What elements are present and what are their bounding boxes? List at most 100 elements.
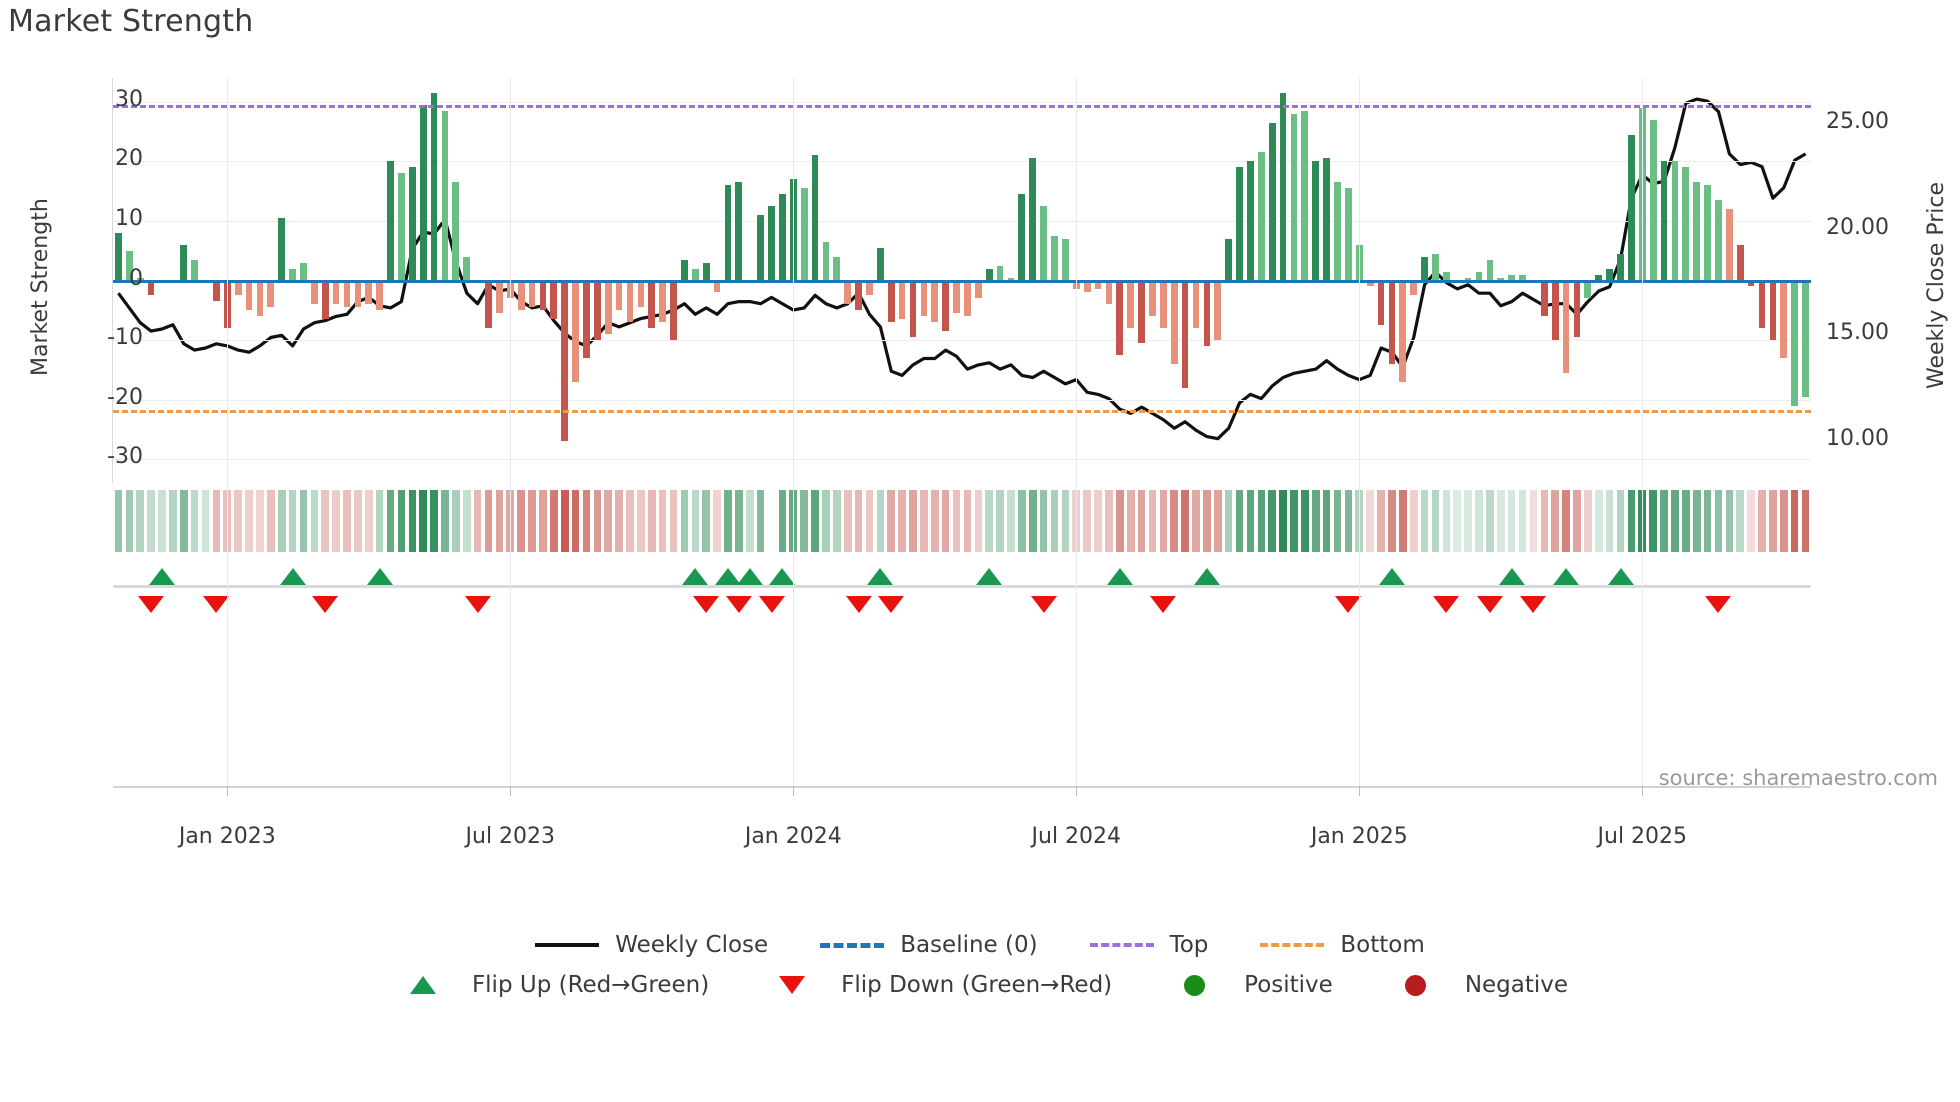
x-axis-tick <box>793 786 795 796</box>
heatmap-cell <box>1496 490 1505 552</box>
flip-down-marker <box>464 596 491 613</box>
strength-bar <box>115 232 122 281</box>
heatmap-cell <box>441 490 449 552</box>
flip-down-marker <box>1150 596 1177 613</box>
legend-item-flip-down[interactable]: Flip Down (Green→Red) <box>761 972 1112 998</box>
left-axis-tick: -20 <box>107 384 143 410</box>
strength-bar <box>1105 280 1113 305</box>
heatmap-cell <box>1584 490 1592 552</box>
strength-bar <box>572 280 579 382</box>
top-reference-line <box>113 104 1811 108</box>
heatmap-cell <box>201 490 210 552</box>
heatmap-cell <box>288 490 297 552</box>
strength-bar <box>974 280 982 299</box>
heatmap-cell <box>1747 490 1755 552</box>
strength-bar <box>398 173 405 281</box>
strength-bar <box>1051 235 1058 281</box>
heatmap-cell <box>484 490 493 552</box>
heatmap-cell <box>941 490 950 552</box>
heatmap-cell <box>1094 490 1102 552</box>
heatmap-cell <box>1224 490 1233 552</box>
strength-bar <box>1584 280 1592 299</box>
heatmap-cell <box>1638 490 1647 552</box>
flip-up-marker <box>148 568 175 585</box>
heatmap-cell <box>1627 490 1636 552</box>
legend-item-bottom[interactable]: Bottom <box>1260 932 1425 958</box>
heatmap-cell <box>452 490 460 552</box>
strength-bar <box>779 194 786 281</box>
strength-bar <box>1094 280 1102 290</box>
x-gridline <box>510 78 512 786</box>
heatmap-cell <box>647 490 656 552</box>
strength-bar <box>234 280 242 296</box>
strength-bar <box>626 280 634 323</box>
legend-marker <box>1184 975 1206 996</box>
strength-bar <box>670 280 677 341</box>
heatmap-cell <box>1257 490 1266 552</box>
heatmap-cell <box>1769 490 1777 552</box>
heatmap-cell <box>1344 490 1353 552</box>
flip-up-marker <box>867 568 894 585</box>
heatmap-cell <box>876 490 885 552</box>
strength-bar <box>147 280 155 296</box>
heatmap-cell <box>1083 490 1091 552</box>
legend-item-weekly-close[interactable]: Weekly Close <box>535 932 768 958</box>
heatmap-cell <box>1311 490 1320 552</box>
heatmap-cell <box>256 490 264 552</box>
flip-down-marker <box>203 596 230 613</box>
strength-bar <box>506 280 514 299</box>
strength-bar <box>822 241 830 281</box>
flip-up-marker <box>1553 568 1580 585</box>
heatmap-cell <box>1594 490 1603 552</box>
heatmap-cell <box>1159 490 1168 552</box>
legend-marker <box>409 976 436 994</box>
strength-bar <box>256 280 264 317</box>
strength-bar <box>1181 280 1189 388</box>
left-axis-tick: 30 <box>115 86 143 112</box>
circle-icon <box>1385 975 1449 996</box>
heatmap-cell <box>1464 490 1472 552</box>
strength-bar <box>1334 182 1341 281</box>
page-title: Market Strength <box>8 4 254 39</box>
heatmap-cell <box>1246 490 1255 552</box>
legend-item-positive[interactable]: Positive <box>1164 972 1333 998</box>
strength-bar <box>1236 167 1243 281</box>
legend-item-negative[interactable]: Negative <box>1385 972 1568 998</box>
heatmap-cell <box>332 490 340 552</box>
heatmap-cell <box>1039 490 1048 552</box>
heatmap-cell <box>550 490 558 552</box>
source-caption: source: sharemaestro.com <box>1658 766 1938 790</box>
strength-bar <box>604 280 612 335</box>
strength-bar <box>354 280 362 308</box>
strength-bar <box>659 280 667 323</box>
strength-bar <box>517 280 525 311</box>
heatmap-cell <box>1126 490 1135 552</box>
legend-item-flip-up[interactable]: Flip Up (Red→Green) <box>392 972 709 998</box>
strength-bar <box>125 250 133 281</box>
dotted-line-icon <box>1089 935 1154 955</box>
heatmap-cell <box>1388 490 1396 552</box>
strength-bar <box>583 280 590 358</box>
left-axis-tick: 0 <box>129 265 143 291</box>
flip-down-marker <box>312 596 339 613</box>
heatmap-cell <box>245 490 253 552</box>
heatmap-cell <box>1518 490 1527 552</box>
legend-item-label: Flip Up (Red→Green) <box>471 972 710 998</box>
heatmap-cell <box>1779 490 1788 552</box>
legend-item-top[interactable]: Top <box>1089 932 1209 958</box>
heatmap-cell <box>702 490 710 552</box>
legend-item-label: Top <box>1169 932 1209 958</box>
strength-bar <box>953 280 960 314</box>
strength-bar <box>191 259 198 281</box>
x-axis-label: Jan 2025 <box>1310 824 1408 849</box>
heatmap-cell <box>571 490 580 552</box>
gridline <box>113 340 1811 342</box>
strength-bar <box>909 280 917 338</box>
flip-down-marker <box>1433 596 1460 613</box>
x-axis-tick <box>227 786 229 796</box>
heatmap-cell <box>1475 490 1483 552</box>
gridline <box>113 399 1811 401</box>
legend-item-baseline[interactable]: Baseline (0) <box>820 932 1038 958</box>
heatmap-cell <box>1322 490 1331 552</box>
strength-bar <box>1290 113 1298 281</box>
